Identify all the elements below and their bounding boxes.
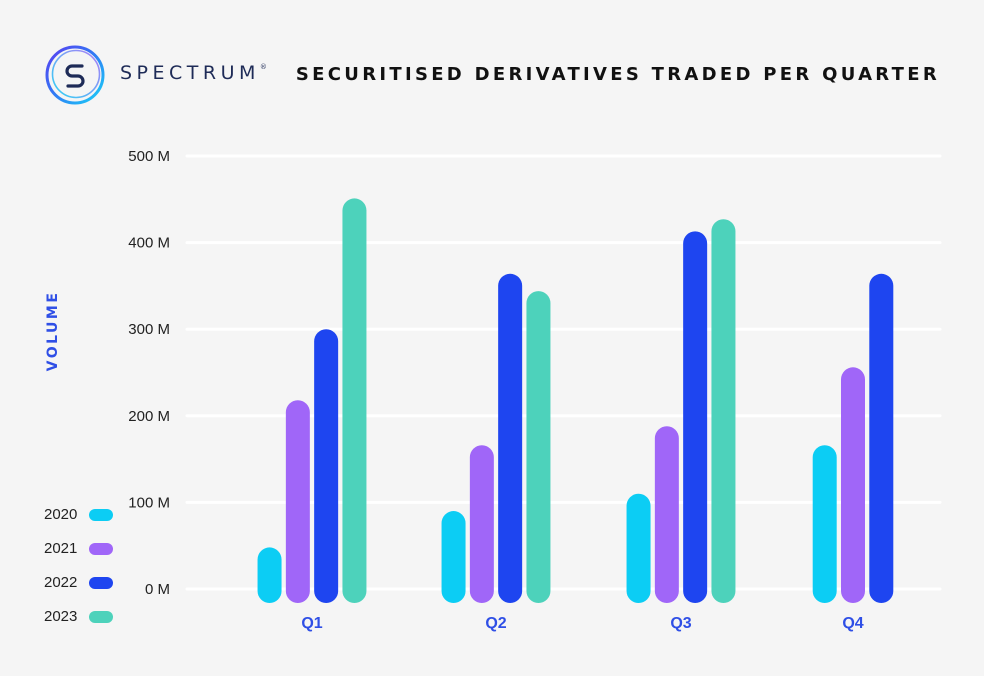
legend-item-2020: 2020	[44, 506, 124, 526]
legend-label: 2023	[44, 608, 78, 625]
brand-name: SPECTRUM®	[120, 62, 267, 84]
legend-swatch	[89, 543, 113, 555]
x-tick-label: Q4	[842, 615, 863, 632]
bars	[257, 198, 894, 604]
legend-item-2023: 2023	[44, 608, 124, 628]
legend-swatch	[89, 611, 113, 623]
bar-q3-2022	[683, 231, 708, 604]
bar-q3-2020	[626, 493, 651, 603]
bar-q3-2023	[711, 219, 736, 603]
x-tick-labels: Q1 Q2 Q3 Q4	[301, 615, 863, 632]
legend-label: 2020	[44, 506, 78, 523]
spectrum-s-logo-icon	[45, 45, 105, 105]
legend-item-2021: 2021	[44, 540, 124, 560]
bar-q2-2023	[526, 291, 551, 603]
bar-q4-2022	[869, 273, 894, 603]
legend-label: 2021	[44, 540, 78, 557]
bar-q4-2021	[841, 367, 865, 603]
x-tick-label: Q3	[670, 615, 691, 632]
brand-logo	[44, 44, 106, 106]
bar-q1-2020	[257, 547, 282, 603]
y-tick-label: 400 M	[128, 235, 170, 252]
y-tick-label: 500 M	[128, 148, 170, 165]
y-tick-labels: 0 M 100 M 200 M 300 M 400 M 500 M	[128, 148, 170, 598]
y-tick-label: 200 M	[128, 408, 170, 425]
y-tick-label: 0 M	[145, 581, 170, 598]
bar-q1-2023	[342, 198, 367, 603]
bar-q2-2022	[498, 273, 523, 603]
bar-q2-2020	[441, 511, 466, 603]
bar-q3-2021	[654, 426, 679, 603]
bar-q2-2021	[469, 445, 494, 603]
y-tick-label: 100 M	[128, 494, 170, 511]
x-tick-label: Q2	[485, 615, 506, 632]
bar-q1-2022	[314, 329, 339, 603]
chart-title: SECURITISED DERIVATIVES TRADED PER QUART…	[295, 64, 940, 85]
legend-swatch	[89, 509, 113, 521]
bar-q4-2020	[812, 445, 837, 603]
y-tick-label: 300 M	[128, 321, 170, 338]
x-tick-label: Q1	[301, 615, 322, 632]
legend-label: 2022	[44, 574, 78, 591]
legend-item-2022: 2022	[44, 574, 124, 594]
legend-swatch	[89, 577, 113, 589]
bar-q1-2021	[285, 400, 310, 603]
